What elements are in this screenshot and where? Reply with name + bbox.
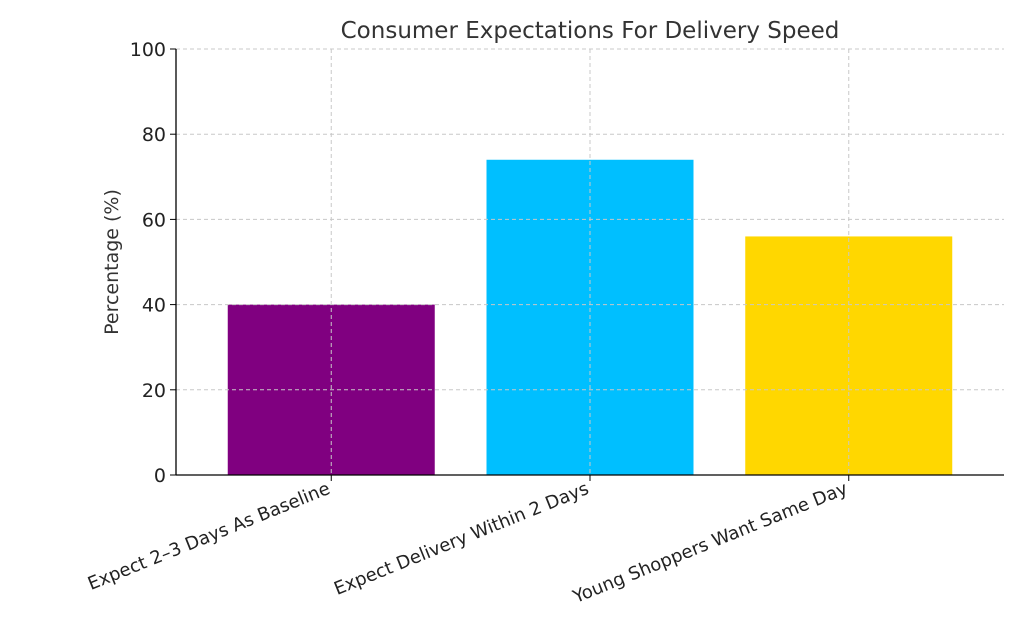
- y-tick-label: 80: [142, 124, 166, 146]
- x-tick-label: Young Shoppers Want Same Day: [569, 478, 851, 608]
- grid-lines: [176, 48, 1004, 476]
- bar: [745, 236, 953, 475]
- y-tick-label: 100: [130, 39, 166, 61]
- y-tick-label: 60: [142, 209, 166, 231]
- y-tick-labels: 0 20 40 60 80 100: [130, 39, 166, 487]
- chart-title: Consumer Expectations For Delivery Speed: [341, 18, 840, 44]
- y-tick-label: 0: [154, 465, 166, 487]
- y-tick-label: 20: [142, 380, 166, 402]
- y-axis-label: Percentage (%): [101, 189, 123, 335]
- x-tick-label: Expect Delivery Within 2 Days: [331, 478, 592, 600]
- y-tick-label: 40: [142, 295, 166, 317]
- x-tick-label: Expect 2–3 Days As Baseline: [85, 478, 333, 595]
- axes: [170, 48, 1004, 481]
